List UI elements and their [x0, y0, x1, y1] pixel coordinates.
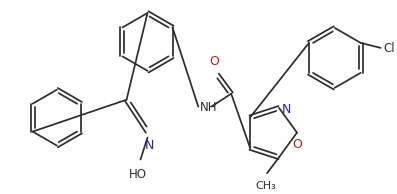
Text: NH: NH [200, 101, 218, 114]
Text: N: N [282, 103, 291, 116]
Text: O: O [209, 55, 219, 68]
Text: N: N [145, 139, 154, 152]
Text: CH₃: CH₃ [256, 181, 276, 191]
Text: Cl: Cl [384, 42, 395, 55]
Text: O: O [292, 138, 302, 151]
Text: HO: HO [129, 168, 146, 181]
